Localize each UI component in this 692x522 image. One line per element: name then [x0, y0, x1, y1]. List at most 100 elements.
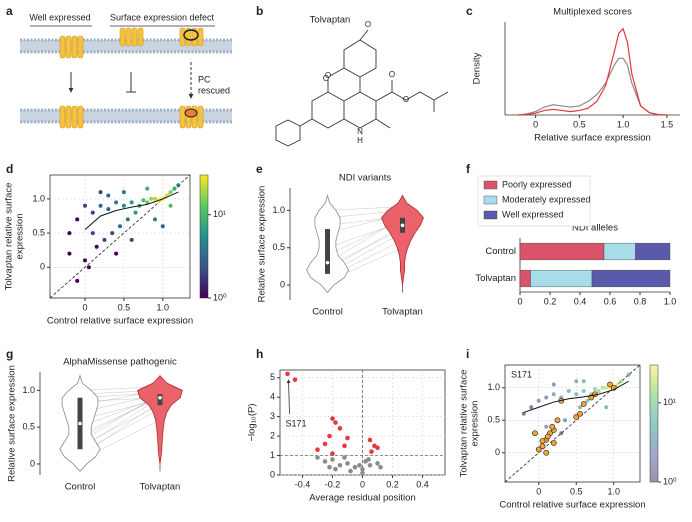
point — [90, 210, 95, 215]
point — [98, 190, 103, 195]
point — [585, 398, 590, 403]
point — [322, 441, 328, 447]
x-axis-label: Control relative surface expression — [47, 316, 193, 327]
point — [333, 420, 338, 425]
bar — [591, 269, 671, 288]
point — [90, 231, 95, 236]
x-tick-label: Tolvaptan — [140, 482, 181, 493]
x-tick-label: 0.2 — [544, 296, 557, 306]
x-tick-label: 0.5 — [118, 302, 131, 312]
point — [581, 379, 586, 384]
density-line — [518, 27, 667, 116]
point — [539, 438, 546, 444]
point — [580, 401, 587, 407]
point — [375, 445, 380, 451]
point — [532, 430, 538, 437]
x-tick-label: 0 — [82, 302, 87, 312]
panel-label: c — [466, 4, 473, 18]
x-tick-label: -0.4 — [295, 479, 311, 489]
colorbar — [199, 174, 209, 299]
y-axis-label: expression — [470, 401, 481, 447]
x-tick-label: 0 — [517, 296, 522, 306]
title: Tolvaptan — [310, 15, 351, 26]
y-tick-label: 0.5 — [32, 227, 45, 237]
point — [110, 231, 115, 236]
point — [559, 431, 564, 436]
x-tick-label: 1.0 — [607, 486, 620, 496]
point — [573, 414, 580, 420]
colorbar-tick-label: 10¹ — [213, 209, 226, 219]
atom: O — [403, 95, 409, 104]
point — [94, 244, 99, 249]
point — [535, 446, 542, 453]
point — [596, 389, 601, 393]
y-tick-label: 1.0 — [22, 385, 35, 395]
label: PC — [198, 74, 211, 84]
bar — [603, 242, 636, 261]
trend-line — [523, 380, 629, 413]
point — [551, 392, 556, 397]
point — [327, 464, 332, 470]
point — [536, 398, 541, 403]
panel-label: g — [6, 347, 13, 361]
x-axis-label: Relative surface expression — [534, 133, 651, 144]
y-tick-label: 0 — [280, 279, 285, 289]
point — [577, 410, 583, 417]
label: Well expressed — [29, 12, 90, 22]
point — [360, 466, 365, 472]
x-axis-label: Average residual position — [309, 493, 416, 504]
y-tick-label: 1.0 — [487, 382, 500, 392]
point — [102, 237, 107, 242]
x-tick-label: -0.2 — [325, 479, 341, 489]
x-tick-label: Control — [312, 307, 343, 318]
point — [83, 258, 87, 263]
point — [369, 449, 374, 454]
point — [145, 200, 150, 205]
x-tick-label: 1.0 — [617, 119, 630, 129]
point — [378, 464, 383, 470]
point — [333, 466, 338, 472]
point — [67, 251, 72, 256]
chart-title: AlphaMissense pathogenic — [63, 357, 177, 368]
atom: N — [357, 127, 363, 136]
point — [145, 186, 150, 191]
chart-title: NDI variants — [339, 173, 392, 184]
x-tick-label: 0.4 — [416, 479, 429, 489]
label: Surface expression defect — [110, 12, 215, 22]
y-tick-label: 0 — [30, 458, 35, 468]
point — [168, 203, 173, 208]
point — [521, 411, 526, 416]
annotation: S171 — [286, 418, 307, 428]
y-axis-label: Tolvaptan relative surface — [459, 370, 470, 478]
point — [342, 443, 347, 449]
structure: Tolvaptan O O O O O N H — [275, 15, 449, 147]
point — [600, 385, 605, 390]
atom: O — [389, 70, 395, 79]
panel-label: f — [466, 162, 471, 176]
point — [330, 451, 335, 456]
point — [133, 210, 138, 215]
median — [325, 260, 330, 265]
x-tick-label: 0.8 — [634, 296, 647, 306]
pair-line — [79, 397, 161, 435]
point — [367, 462, 373, 468]
point — [141, 198, 146, 203]
y-tick-label: Tolvaptan — [475, 273, 516, 284]
colorbar-tick-label: 10⁰ — [213, 292, 227, 302]
point — [345, 461, 350, 466]
point — [367, 437, 373, 443]
bar — [530, 269, 593, 288]
point — [330, 457, 335, 462]
panel-label: h — [256, 347, 263, 361]
density-line — [518, 57, 667, 116]
point — [176, 183, 181, 188]
point — [607, 381, 613, 388]
point — [550, 440, 557, 446]
point — [554, 417, 561, 424]
atom: O — [325, 71, 331, 80]
y-tick-label: 1.0 — [32, 193, 45, 203]
y-tick-label: 0.5 — [272, 242, 285, 252]
point — [118, 224, 122, 229]
point — [352, 464, 358, 470]
point — [581, 389, 586, 393]
